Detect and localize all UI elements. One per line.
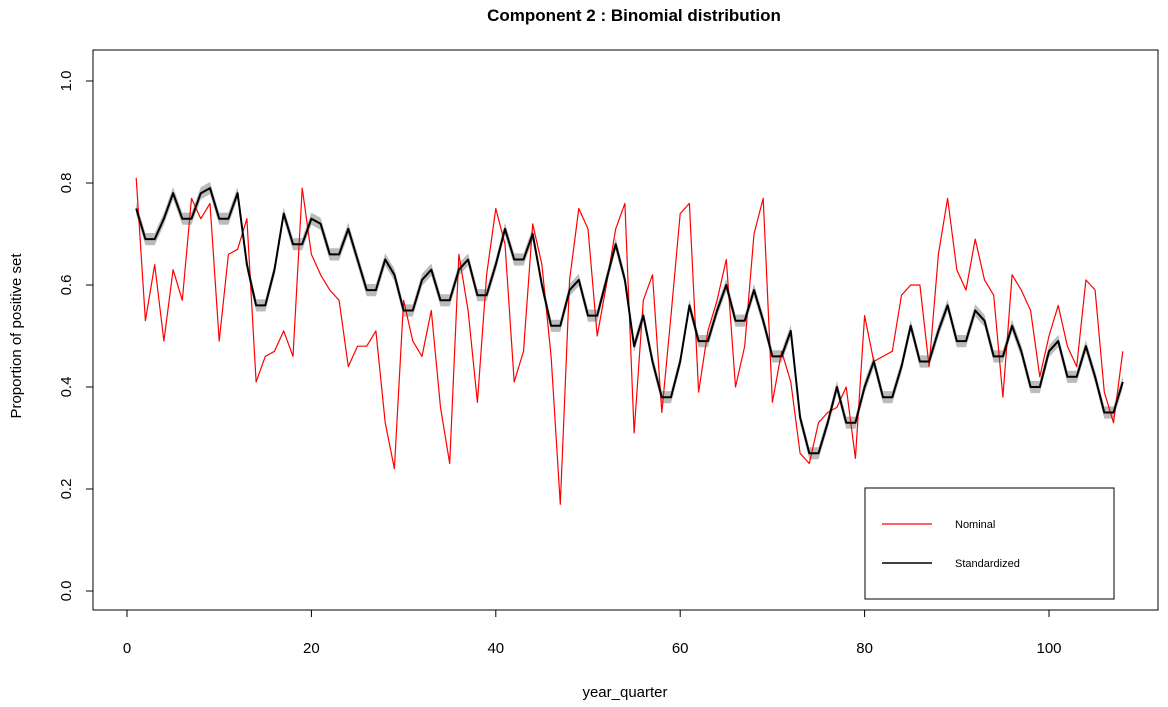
y-tick-label: 0.0 xyxy=(58,581,75,602)
series-line-standardized xyxy=(135,187,1124,455)
y-tick-label: 0.6 xyxy=(58,275,75,296)
y-tick-label: 1.0 xyxy=(58,71,75,92)
y-tick-label: 0.2 xyxy=(58,479,75,500)
x-axis: 0 20 40 60 80 100 xyxy=(123,609,1062,657)
x-tick-label: 80 xyxy=(856,640,873,657)
y-axis: 0.0 0.2 0.4 0.6 0.8 1.0 xyxy=(58,71,94,602)
x-axis-label: year_quarter xyxy=(582,684,667,701)
x-tick-label: 100 xyxy=(1036,640,1061,657)
legend-label-nominal: Nominal xyxy=(955,519,995,531)
series-lines xyxy=(135,177,1124,505)
y-axis-label: Proportion of positive set xyxy=(8,253,25,419)
legend-label-standardized: Standardized xyxy=(955,558,1020,570)
x-tick-label: 20 xyxy=(303,640,320,657)
x-tick-label: 60 xyxy=(672,640,689,657)
legend: Nominal Standardized xyxy=(864,487,1115,600)
chart-title: Component 2 : Binomial distribution xyxy=(487,6,781,25)
y-tick-label: 0.4 xyxy=(58,377,75,398)
y-tick-label: 0.8 xyxy=(58,173,75,194)
legend-box xyxy=(864,487,1115,600)
x-tick-label: 0 xyxy=(123,640,131,657)
x-tick-label: 40 xyxy=(487,640,504,657)
series-line-nominal xyxy=(135,177,1124,505)
